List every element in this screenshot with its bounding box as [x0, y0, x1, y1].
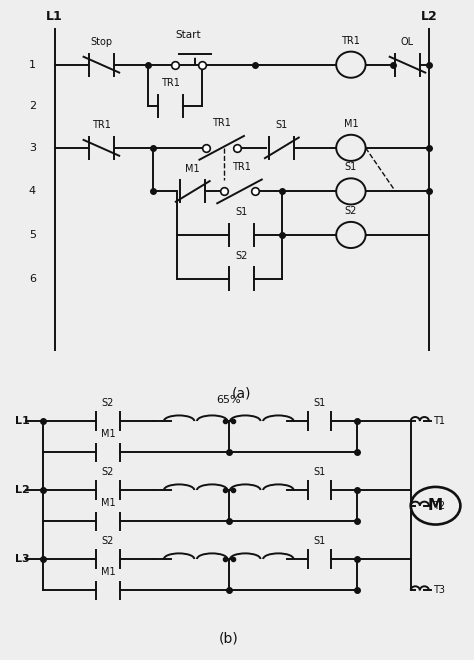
Text: L2: L2 [15, 485, 29, 495]
Text: 2: 2 [29, 101, 36, 112]
Text: T3: T3 [434, 585, 446, 595]
Text: S1: S1 [314, 398, 326, 408]
Text: TR1: TR1 [341, 36, 360, 46]
Text: L1: L1 [15, 416, 29, 426]
Text: TR1: TR1 [161, 79, 180, 88]
Text: Stop: Stop [91, 37, 112, 47]
Text: 3: 3 [29, 143, 36, 153]
Text: TR1: TR1 [92, 120, 111, 130]
Text: S2: S2 [345, 206, 357, 216]
Text: S2: S2 [102, 398, 114, 408]
Text: M1: M1 [100, 429, 115, 440]
Text: M: M [428, 498, 443, 513]
Text: S1: S1 [276, 120, 288, 130]
Text: TR1: TR1 [232, 162, 251, 172]
Text: L2: L2 [420, 10, 437, 23]
Text: 65%: 65% [217, 395, 241, 405]
Text: 5: 5 [29, 230, 36, 240]
Text: 4: 4 [29, 186, 36, 197]
Text: Start: Start [175, 30, 201, 40]
Text: M1: M1 [185, 164, 200, 174]
Text: M1: M1 [100, 498, 115, 508]
Text: M1: M1 [344, 119, 358, 129]
Text: S1: S1 [314, 536, 326, 546]
Text: S1: S1 [345, 162, 357, 172]
Text: S2: S2 [236, 251, 248, 261]
Text: T1: T1 [434, 416, 446, 426]
Text: T2: T2 [434, 501, 446, 511]
Text: 6: 6 [29, 273, 36, 284]
Text: S1: S1 [236, 207, 248, 217]
Text: S1: S1 [314, 467, 326, 477]
Text: S2: S2 [102, 467, 114, 477]
Text: TR1: TR1 [212, 118, 231, 128]
Text: 1: 1 [29, 59, 36, 70]
Text: M1: M1 [100, 567, 115, 578]
Text: L3: L3 [15, 554, 29, 564]
Text: S2: S2 [102, 536, 114, 546]
Text: L1: L1 [46, 10, 63, 23]
Text: (b): (b) [219, 632, 238, 646]
Text: OL: OL [401, 37, 414, 47]
Text: (a): (a) [232, 386, 252, 401]
